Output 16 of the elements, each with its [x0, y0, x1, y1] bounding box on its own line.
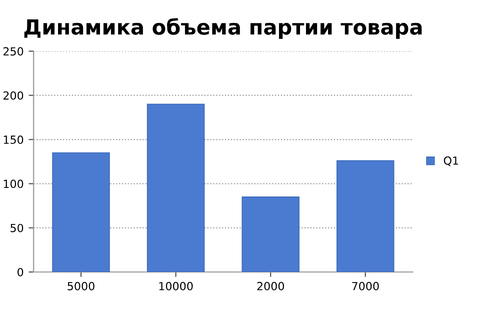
bar	[336, 160, 394, 272]
bar	[146, 104, 205, 272]
x-tick-label: 7000	[352, 282, 379, 290]
chart-title: Динамика объема партии товара	[24, 18, 422, 39]
legend-label: Q1	[444, 156, 458, 166]
y-tick-label: 250	[3, 47, 24, 56]
y-tick-label: 150	[4, 135, 24, 144]
x-tick-label: 2000	[257, 282, 284, 290]
bar	[242, 196, 300, 272]
y-tick-label: 200	[3, 91, 24, 100]
y-tick-label: 100	[4, 180, 24, 188]
x-tick-label: 10000	[159, 282, 193, 290]
x-tick-label: 5000	[68, 282, 94, 290]
bar	[52, 152, 110, 272]
y-tick-label: 0	[18, 268, 24, 276]
y-tick-label: 50	[10, 224, 24, 232]
